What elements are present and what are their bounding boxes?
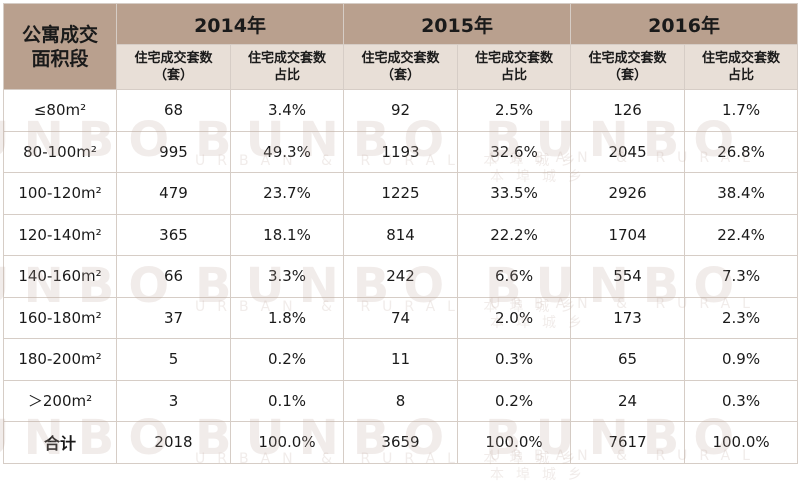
year-2015-header: 2015年 — [343, 3, 572, 45]
share-header-2016: 住宅成交套数 占比 — [684, 44, 799, 90]
count-2014: 5 — [116, 338, 231, 381]
total-share-2014: 100.0% — [229, 421, 345, 464]
row-label: 160-180m² — [3, 296, 117, 339]
row-label: 100-120m² — [3, 172, 117, 215]
share-2015: 22.2% — [457, 213, 572, 256]
total-row: 合计 2018 100.0% 3659 100.0% 7617 100.0% — [3, 421, 799, 464]
share-2015: 0.3% — [457, 338, 572, 381]
year-header-row: 公寓成交 面积段 2014年 2015年 2016年 — [3, 3, 799, 90]
count-2016: 2926 — [570, 172, 686, 215]
share-2014: 0.1% — [229, 379, 345, 422]
total-count-2016: 7617 — [570, 421, 686, 464]
count-2016: 24 — [570, 379, 686, 422]
year-2016-header: 2016年 — [570, 3, 799, 45]
share-2016: 7.3% — [684, 255, 799, 298]
share-2014: 1.8% — [229, 296, 345, 339]
count-2016: 173 — [570, 296, 686, 339]
share-2016: 0.3% — [684, 379, 799, 422]
share-header-2014: 住宅成交套数 占比 — [229, 44, 345, 90]
total-share-2015: 100.0% — [457, 421, 572, 464]
count-2015: 1225 — [343, 172, 459, 215]
share-2015: 33.5% — [457, 172, 572, 215]
area-range-header: 公寓成交 面积段 — [3, 3, 117, 90]
sub-header-row: 住宅成交套数 （套） 住宅成交套数 占比 住宅成交套数 （套） 住宅成交套数 占比 住宅… — [4, 44, 799, 90]
row-label: 120-140m² — [3, 213, 117, 256]
share-2016: 22.4% — [684, 213, 799, 256]
count-2014: 66 — [116, 255, 231, 298]
area-header-line1: 公寓成交 — [21, 23, 98, 46]
share-2015: 2.5% — [457, 89, 572, 132]
count-2014: 68 — [116, 89, 231, 132]
share-2015: 32.6% — [457, 130, 572, 173]
count-2016: 65 — [570, 338, 686, 381]
row-label: 180-200m² — [3, 338, 117, 381]
total-label: 合计 — [3, 421, 117, 464]
row-label: ≤80m² — [3, 89, 117, 132]
count-2014: 365 — [116, 213, 231, 256]
count-2016: 2045 — [570, 130, 686, 173]
table-row: 80-100m² 995 49.3% 1193 32.6% 2045 26.8% — [3, 130, 799, 173]
table-row: 160-180m² 37 1.8% 74 2.0% 173 2.3% — [3, 296, 799, 339]
count-2015: 1193 — [343, 130, 459, 173]
count-header-2016: 住宅成交套数 （套） — [570, 44, 686, 90]
count-2015: 74 — [343, 296, 459, 339]
apartment-area-transaction-table: 公寓成交 面积段 2014年 2015年 2016年 住宅成交套数 （套） 住宅成… — [3, 3, 799, 464]
count-2015: 814 — [343, 213, 459, 256]
count-2016: 1704 — [570, 213, 686, 256]
table-row: 120-140m² 365 18.1% 814 22.2% 1704 22.4% — [3, 213, 799, 256]
row-label: ＞200m² — [3, 379, 117, 422]
share-2014: 3.3% — [229, 255, 345, 298]
share-2016: 0.9% — [684, 338, 799, 381]
count-2015: 8 — [343, 379, 459, 422]
year-2014-header: 2014年 — [115, 3, 345, 45]
share-2014: 18.1% — [229, 213, 345, 256]
count-2016: 126 — [570, 89, 686, 132]
row-label: 140-160m² — [3, 255, 117, 298]
share-2016: 38.4% — [684, 172, 799, 215]
count-2014: 37 — [116, 296, 231, 339]
share-2015: 6.6% — [457, 255, 572, 298]
table-row: ＞200m² 3 0.1% 8 0.2% 24 0.3% — [3, 379, 799, 422]
share-2014: 3.4% — [229, 89, 345, 132]
count-2015: 92 — [343, 89, 459, 132]
row-label: 80-100m² — [3, 130, 117, 173]
share-2016: 2.3% — [684, 296, 799, 339]
count-header-2015: 住宅成交套数 （套） — [343, 44, 459, 90]
share-2016: 1.7% — [684, 89, 799, 132]
share-2015: 0.2% — [457, 379, 572, 422]
share-2014: 49.3% — [229, 130, 345, 173]
count-2016: 554 — [570, 255, 686, 298]
area-header-line2: 面积段 — [31, 47, 89, 70]
table-row: 180-200m² 5 0.2% 11 0.3% 65 0.9% — [3, 338, 799, 381]
count-2015: 242 — [343, 255, 459, 298]
total-share-2016: 100.0% — [684, 421, 799, 464]
table-row: ≤80m² 68 3.4% 92 2.5% 126 1.7% — [3, 89, 799, 132]
count-header-2014: 住宅成交套数 （套） — [116, 44, 231, 90]
count-2015: 11 — [343, 338, 459, 381]
share-2014: 0.2% — [229, 338, 345, 381]
count-2014: 479 — [116, 172, 231, 215]
total-count-2015: 3659 — [343, 421, 459, 464]
share-2015: 2.0% — [457, 296, 572, 339]
share-2016: 26.8% — [684, 130, 799, 173]
total-count-2014: 2018 — [116, 421, 231, 464]
count-2014: 3 — [116, 379, 231, 422]
share-header-2015: 住宅成交套数 占比 — [457, 44, 572, 90]
table-row: 100-120m² 479 23.7% 1225 33.5% 2926 38.4… — [3, 172, 799, 215]
share-2014: 23.7% — [229, 172, 345, 215]
table-row: 140-160m² 66 3.3% 242 6.6% 554 7.3% — [3, 255, 799, 298]
count-2014: 995 — [116, 130, 231, 173]
